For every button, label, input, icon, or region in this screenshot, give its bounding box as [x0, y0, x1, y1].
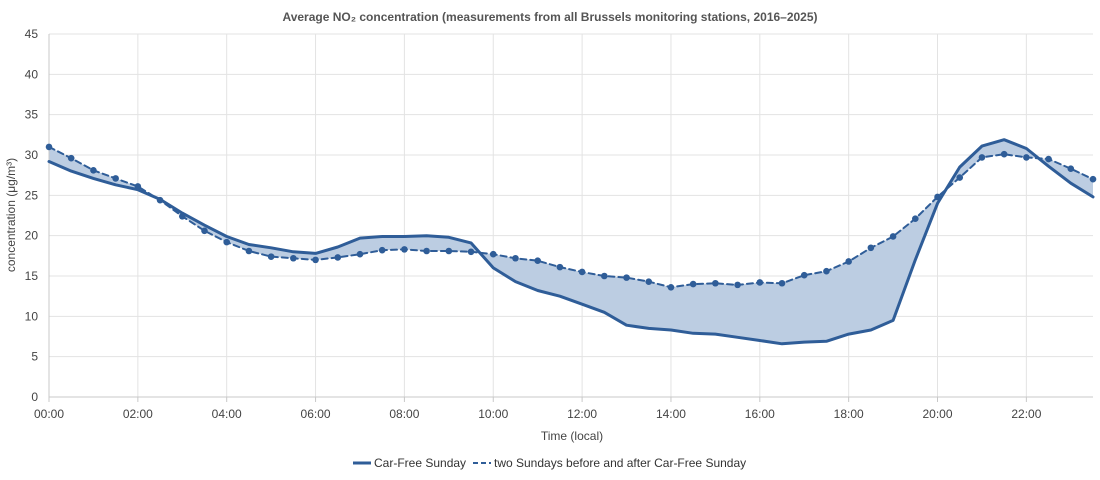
data-point[interactable] — [401, 246, 408, 253]
y-tick-label: 35 — [25, 108, 39, 122]
data-point[interactable] — [356, 250, 364, 258]
y-tick-label: 5 — [31, 350, 38, 364]
data-point[interactable] — [689, 280, 697, 288]
data-point[interactable] — [911, 215, 919, 223]
x-axis-title: Time (local) — [541, 429, 603, 443]
y-tick-label: 25 — [25, 188, 39, 202]
axes: 0 5 10 15 20 25 30 35 40 45 00:00 02:00 04:00 06:00 08… — [25, 27, 1093, 421]
y-tick-label: 0 — [31, 390, 38, 404]
difference-fill — [49, 139, 1093, 344]
data-point[interactable] — [134, 183, 142, 190]
data-point[interactable] — [867, 244, 875, 252]
data-point[interactable] — [934, 193, 941, 201]
data-point[interactable] — [845, 258, 852, 265]
x-tick-label: 06:00 — [301, 407, 331, 421]
data-point[interactable] — [245, 247, 253, 255]
legend-item-car-free-sunday[interactable]: Car-Free Sunday — [353, 456, 466, 470]
x-tick-label: 04:00 — [212, 407, 242, 421]
x-tick-label: 10:00 — [478, 407, 508, 421]
data-point[interactable] — [512, 254, 519, 262]
data-point[interactable] — [556, 263, 564, 271]
legend-label-two-sundays: two Sundays before and after Car-Free Su… — [494, 456, 746, 470]
data-point[interactable] — [423, 247, 430, 255]
grid — [48, 33, 1093, 398]
x-tick-label: 18:00 — [834, 407, 864, 421]
series-line-car-free-sunday — [47, 138, 1095, 346]
data-point[interactable] — [889, 233, 897, 240]
data-point[interactable] — [223, 238, 231, 246]
data-point[interactable] — [978, 154, 986, 161]
data-point[interactable] — [534, 257, 541, 264]
data-point[interactable] — [1000, 150, 1008, 158]
x-tick-label: 22:00 — [1011, 407, 1041, 421]
data-point[interactable] — [734, 281, 741, 289]
difference-area — [49, 139, 1093, 344]
y-tick-label: 30 — [25, 148, 39, 162]
y-axis-title: concentration (μg/m³) — [4, 158, 18, 272]
data-point[interactable] — [45, 143, 53, 151]
data-point[interactable] — [823, 267, 830, 275]
y-tick-label: 20 — [25, 229, 39, 243]
legend: Car-Free Sunday two Sundays before and a… — [353, 456, 746, 470]
data-point[interactable] — [112, 175, 119, 182]
data-point[interactable] — [267, 253, 275, 260]
data-point[interactable] — [467, 248, 475, 256]
data-point[interactable] — [800, 271, 808, 279]
data-point[interactable] — [778, 279, 786, 287]
legend-item-two-sundays[interactable]: two Sundays before and after Car-Free Su… — [473, 456, 746, 470]
x-tick-label: 14:00 — [656, 407, 686, 421]
y-tick-label: 45 — [25, 27, 39, 41]
data-point[interactable] — [334, 254, 342, 261]
data-point[interactable] — [90, 167, 97, 174]
y-tick-label: 40 — [25, 67, 39, 81]
data-point[interactable] — [623, 274, 630, 281]
y-tick-label: 15 — [25, 269, 39, 283]
data-point[interactable] — [445, 247, 453, 255]
chart-title: Average NO₂ concentration (measurements … — [282, 10, 817, 24]
data-point[interactable] — [378, 246, 386, 254]
x-tick-label: 16:00 — [745, 407, 775, 421]
data-point[interactable] — [601, 272, 608, 280]
data-point[interactable] — [756, 279, 764, 286]
series-line-two-sundays — [48, 145, 1094, 289]
x-tick-label: 02:00 — [123, 407, 153, 421]
x-tick-label: 08:00 — [389, 407, 419, 421]
data-point[interactable] — [201, 227, 208, 235]
data-point[interactable] — [489, 250, 497, 258]
data-point[interactable] — [178, 213, 186, 220]
data-point[interactable] — [67, 154, 75, 162]
x-tick-label: 20:00 — [922, 407, 952, 421]
data-point[interactable] — [1089, 175, 1097, 183]
data-point[interactable] — [712, 279, 719, 287]
data-point[interactable] — [956, 174, 964, 181]
data-point[interactable] — [1045, 155, 1052, 163]
x-tick-label: 12:00 — [567, 407, 597, 421]
series — [47, 138, 1095, 346]
data-point[interactable] — [667, 283, 675, 291]
data-point[interactable] — [290, 254, 297, 262]
x-tick-label: 00:00 — [34, 407, 64, 421]
markers — [45, 143, 1097, 291]
data-point[interactable] — [1023, 154, 1030, 161]
y-tick-label: 10 — [25, 309, 39, 323]
data-point[interactable] — [645, 278, 653, 285]
data-point[interactable] — [1067, 165, 1075, 173]
data-point[interactable] — [312, 256, 319, 264]
data-point[interactable] — [156, 196, 164, 204]
data-point[interactable] — [578, 268, 586, 276]
legend-label-car-free-sunday: Car-Free Sunday — [374, 456, 466, 470]
